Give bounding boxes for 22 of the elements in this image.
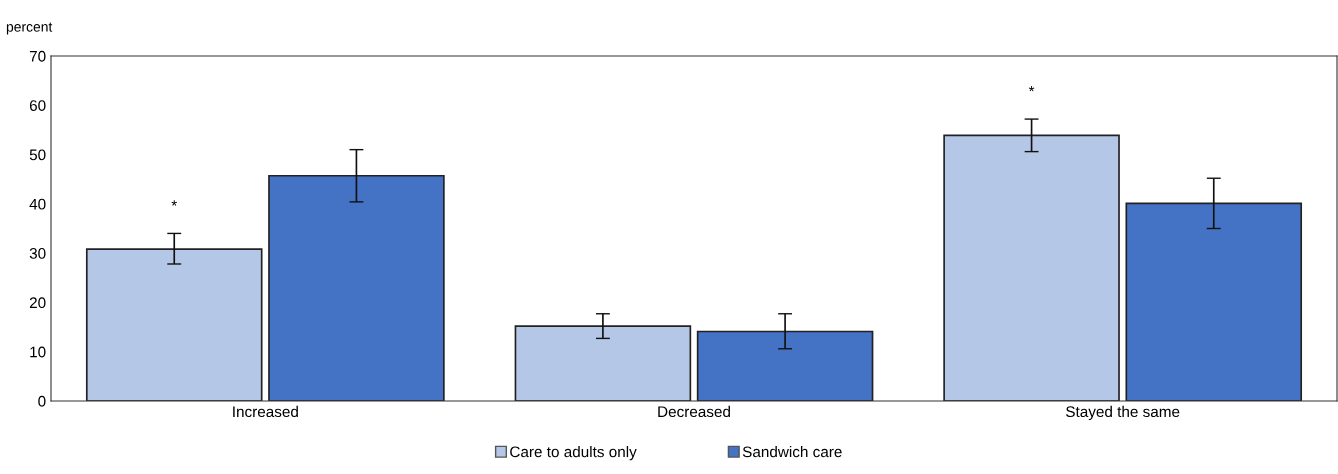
- y-axis-title: percent: [6, 22, 53, 35]
- y-tick-label: 20: [29, 297, 46, 309]
- y-tick-label: 50: [29, 149, 46, 161]
- legend-label: Sandwich care: [742, 446, 842, 458]
- data-label: *: [171, 200, 177, 206]
- y-tick-label: 70: [29, 50, 46, 62]
- legend-label: Care to adults only: [510, 446, 637, 461]
- bar: [85, 248, 263, 401]
- y-tick-label: 60: [29, 100, 46, 111]
- x-tick-label: Stayed the same: [1066, 405, 1180, 421]
- bar: [1125, 202, 1303, 401]
- y-tick-label: 30: [29, 248, 46, 259]
- bar: [514, 325, 692, 401]
- y-tick-label: 40: [29, 198, 46, 210]
- y-tick-label: 10: [30, 346, 46, 358]
- bar: [268, 174, 445, 401]
- x-tick-label: Decreased: [658, 405, 730, 418]
- data-label: *: [1028, 85, 1035, 92]
- x-tick-label: Increased: [233, 405, 298, 418]
- bar: [696, 330, 874, 401]
- bar: [943, 134, 1120, 401]
- y-tick-label: 0: [38, 395, 46, 407]
